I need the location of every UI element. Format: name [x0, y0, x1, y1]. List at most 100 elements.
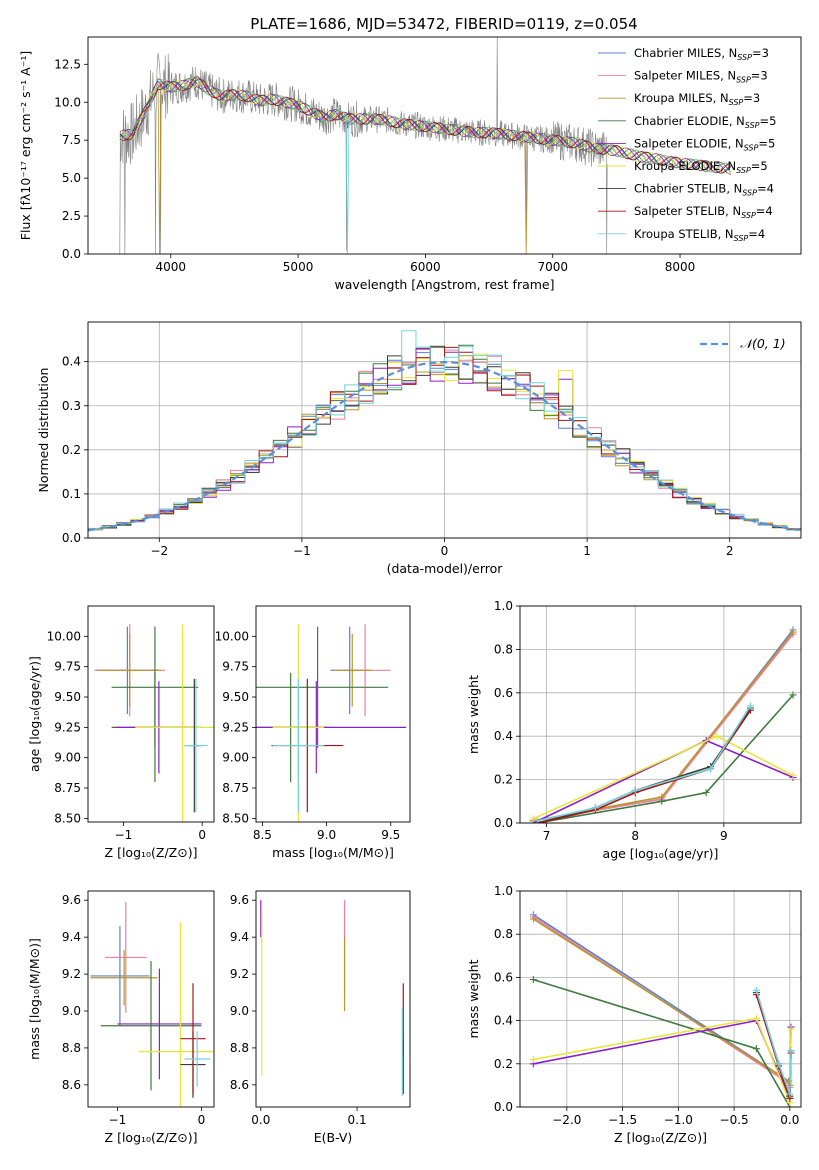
x-tick-label: −1.5	[608, 1113, 637, 1127]
weight-marker	[787, 1025, 795, 1033]
y-tick-label: 1.0	[494, 599, 513, 613]
x-tick-label: 0.0	[780, 1113, 799, 1127]
weight-marker	[787, 1047, 795, 1055]
mass-Z-plot	[90, 902, 214, 1107]
model-spectrum-line	[119, 75, 732, 254]
age-mass-panel: 8.5 9.0 9.5 8.50 8.75 9.00 9.25 9.50 9.75 10.00 ma…	[215, 605, 411, 860]
x-axis-label: age [log₁₀(age/yr)]	[603, 846, 719, 861]
weight-marker	[591, 804, 599, 812]
y-tick-label: 9.50	[222, 690, 249, 704]
weight-marker	[789, 771, 797, 779]
x-tick-label: 2	[726, 544, 734, 558]
y-tick-label: 8.50	[222, 811, 249, 825]
x-axis-label: Z [log₁₀(Z/Z⊙)]	[105, 1130, 198, 1145]
y-tick-label: 0.6	[494, 686, 513, 700]
x-tick-label: −2	[150, 544, 168, 558]
age-mass-plot	[256, 624, 407, 822]
y-tick-label: 8.75	[222, 781, 249, 795]
x-axis-label: wavelength [Angstrom, rest frame]	[334, 277, 554, 292]
y-axis-label: Flux [fλ10⁻¹⁷ erg cm⁻² s⁻¹ A⁻¹]	[18, 51, 33, 240]
mass-ebv-panel: 0.0 0.1 8.6 8.8 9.0 9.2 9.4 9.6 E(B-V)	[230, 890, 411, 1145]
y-tick-label: 9.6	[62, 893, 81, 907]
weight-line	[537, 694, 794, 823]
y-tick-label: 0.2	[62, 443, 81, 457]
y-tick-label: 9.6	[230, 893, 249, 907]
weight-line	[533, 1017, 792, 1103]
y-tick-label: 0.0	[494, 1100, 513, 1114]
figure-title: PLATE=1686, MJD=53472, FIBERID=0119, z=0…	[250, 15, 637, 33]
y-tick-label: 0.2	[494, 1057, 513, 1071]
y-axis-label: Normed distribution	[36, 368, 51, 493]
x-tick-label: 7	[543, 829, 551, 843]
x-axis-label: (data-model)/error	[387, 561, 504, 576]
residual-histogram	[88, 330, 801, 532]
y-tick-label: 10.00	[215, 629, 249, 643]
x-tick-label: 8000	[665, 260, 696, 274]
legend-entry: 𝒩(0, 1)	[740, 336, 786, 351]
weight-age-panel: 7 8 9 0.0 0.2 0.4 0.6 0.8 1.0 age [log₁₀(age/yr)]…	[466, 599, 802, 861]
y-tick-label: 0.8	[494, 927, 513, 941]
weight-marker	[529, 815, 537, 823]
y-tick-label: 9.25	[222, 720, 249, 734]
weight-marker	[529, 1055, 537, 1063]
weight-line	[532, 916, 791, 1088]
y-tick-label: 9.00	[222, 751, 249, 765]
y-tick-label: 10.00	[47, 629, 81, 643]
weight-marker	[789, 628, 797, 636]
weight-marker	[789, 691, 797, 699]
y-tick-label: 2.5	[62, 209, 81, 223]
data-spectrum	[119, 37, 608, 254]
axes-frame	[87, 36, 802, 255]
x-axis-label: Z [log₁₀(Z/Z⊙)]	[614, 1130, 707, 1145]
y-tick-label: 0.6	[494, 970, 513, 984]
residuals-panel: −2 −1 0 1 2 0.0 0.1 0.2 0.3 0.4 (data-model)/error…	[36, 321, 802, 576]
y-tick-label: 0.4	[494, 1014, 513, 1028]
x-tick-label: −1	[109, 1113, 127, 1127]
y-tick-label: 9.2	[62, 967, 81, 981]
legend-entry: Chabrier MILES, NSSP=3	[634, 46, 769, 62]
weight-line	[533, 633, 794, 822]
y-tick-label: 8.75	[54, 781, 81, 795]
axes-frame	[255, 605, 411, 823]
weight-line	[537, 705, 752, 822]
y-tick-label: 0.0	[62, 531, 81, 545]
axes-frame	[87, 321, 802, 539]
y-tick-label: 8.6	[230, 1078, 249, 1092]
x-axis-label: E(B-V)	[314, 1130, 353, 1145]
x-tick-label: 8	[631, 829, 639, 843]
model-spectrum-line	[119, 79, 732, 175]
weight-marker	[534, 817, 542, 823]
weight-line	[532, 735, 794, 820]
model-spectrum-line	[119, 75, 732, 174]
legend-entry: Chabrier STELIB, NSSP=4	[634, 182, 774, 198]
weight-marker	[752, 986, 760, 994]
spectrum-legend: Chabrier MILES, NSSP=3 Salpeter MILES, NS…	[598, 46, 776, 243]
legend-entry: Chabrier ELODIE, NSSP=5	[634, 114, 776, 130]
x-tick-label: 5000	[283, 260, 314, 274]
y-tick-label: 0.2	[494, 773, 513, 787]
y-tick-label: 0.3	[62, 399, 81, 413]
weight-Z-plot	[529, 911, 795, 1107]
y-tick-label: 7.5	[62, 133, 81, 147]
legend-entry: Salpeter STELIB, NSSP=4	[634, 204, 773, 220]
axes-frame	[519, 890, 802, 1108]
x-tick-label: 6000	[410, 260, 441, 274]
y-tick-label: 8.50	[54, 811, 81, 825]
axes-frame	[87, 890, 215, 1108]
y-tick-label: 9.75	[222, 660, 249, 674]
weight-marker	[775, 1060, 783, 1068]
axes-frame	[519, 605, 802, 824]
weight-marker	[746, 702, 754, 710]
model-spectrum-line	[119, 80, 732, 175]
axes-frame	[255, 890, 411, 1108]
x-tick-label: 0	[441, 544, 449, 558]
legend-entry: Kroupa ELODIE, NSSP=5	[634, 159, 768, 175]
x-tick-label: 9.0	[317, 828, 336, 842]
weight-line	[533, 629, 794, 822]
x-tick-label: −2.0	[552, 1113, 581, 1127]
legend-entry: Salpeter ELODIE, NSSP=5	[634, 136, 775, 152]
y-tick-label: 9.50	[54, 690, 81, 704]
x-tick-label: 7000	[537, 260, 568, 274]
y-tick-label: 0.0	[494, 816, 513, 830]
weight-marker	[529, 915, 537, 923]
